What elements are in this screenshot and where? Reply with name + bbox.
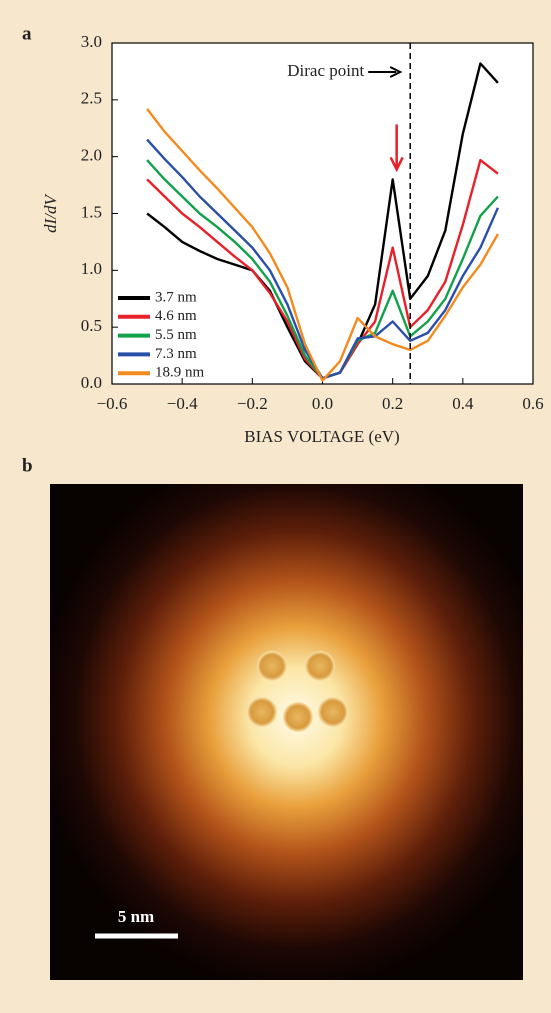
annotation-arrow xyxy=(368,66,403,78)
legend-label: 3.7 nm xyxy=(155,289,197,305)
legend-label: 18.9 nm xyxy=(155,365,205,381)
legend-label: 4.6 nm xyxy=(155,308,197,324)
adatom-cluster xyxy=(247,651,348,732)
series-line xyxy=(146,108,499,382)
x-tick-label: −0.2 xyxy=(237,394,268,413)
y-tick-label: 0.5 xyxy=(81,316,102,335)
adatom xyxy=(283,702,313,732)
adatom xyxy=(318,697,348,727)
x-tick-label: 0.4 xyxy=(452,394,474,413)
y-tick-label: 2.0 xyxy=(81,146,102,165)
x-tick-label: −0.6 xyxy=(97,394,128,413)
y-tick-label: 2.5 xyxy=(81,89,102,108)
panel-label: b xyxy=(22,455,33,476)
peak-arrow xyxy=(389,124,404,173)
x-tick-label: 0.2 xyxy=(382,394,403,413)
legend-label: 7.3 nm xyxy=(155,346,197,362)
y-tick-label: 1.0 xyxy=(81,259,102,278)
adatom xyxy=(247,697,277,727)
scale-bar-label: 5 nm xyxy=(118,907,154,926)
legend-label: 5.5 nm xyxy=(155,327,197,343)
panel-label: a xyxy=(22,23,32,44)
stm-image xyxy=(50,484,523,980)
x-tick-label: 0.0 xyxy=(312,394,333,413)
y-tick-label: 0.0 xyxy=(81,373,102,392)
x-tick-label: 0.6 xyxy=(522,394,543,413)
y-tick-label: 3.0 xyxy=(81,32,102,51)
x-tick-label: −0.4 xyxy=(167,394,198,413)
x-axis-label: BIAS VOLTAGE (eV) xyxy=(244,427,399,446)
adatom xyxy=(305,651,335,681)
plot-frame xyxy=(111,42,534,385)
y-tick-label: 1.5 xyxy=(81,202,102,221)
annotation-label: Dirac point xyxy=(287,61,364,80)
adatom xyxy=(257,651,287,681)
y-axis-label: dI/dV xyxy=(41,193,60,233)
